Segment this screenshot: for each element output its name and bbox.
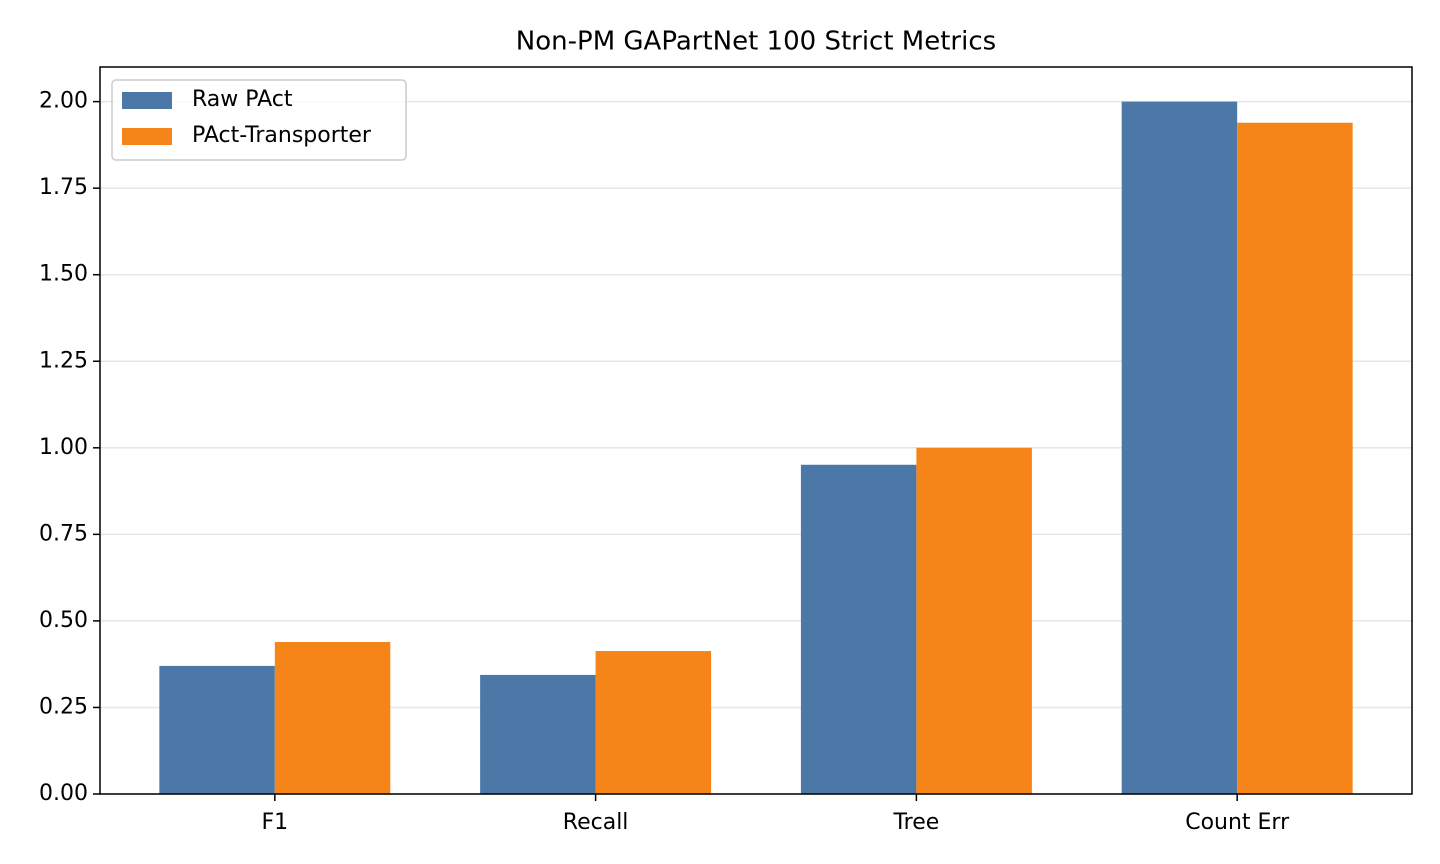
chart-title: Non-PM GAPartNet 100 Strict Metrics [516,27,996,57]
y-tick-label: 0.50 [39,608,88,633]
y-tick-label: 2.00 [39,89,88,114]
y-tick-label: 0.25 [39,694,88,719]
plot-frame [99,66,1413,795]
y-tick-label: 1.50 [39,262,88,287]
legend-box [111,79,407,161]
legend-label: PAct-Transporter [192,123,372,148]
bar [274,642,391,794]
bar [916,447,1032,794]
y-tick-label: 1.25 [39,348,88,373]
y-tick-label: 1.75 [39,175,88,200]
legend-swatch [122,128,172,145]
x-tick-label: Count Err [1185,810,1290,835]
legend-label: Raw PAct [192,87,293,112]
x-tick-label: Recall [563,810,629,835]
x-tick-label: F1 [261,810,288,835]
y-tick-label: 0.00 [39,781,88,806]
bar [1237,122,1353,794]
y-tick-label: 0.75 [39,521,88,546]
bar [1121,101,1238,795]
bar [595,651,712,794]
bar [159,665,275,794]
legend-swatch [122,92,172,109]
bar [480,674,596,794]
x-tick-label: Tree [892,810,939,835]
y-tick-label: 1.00 [39,435,88,460]
bar [800,464,917,794]
